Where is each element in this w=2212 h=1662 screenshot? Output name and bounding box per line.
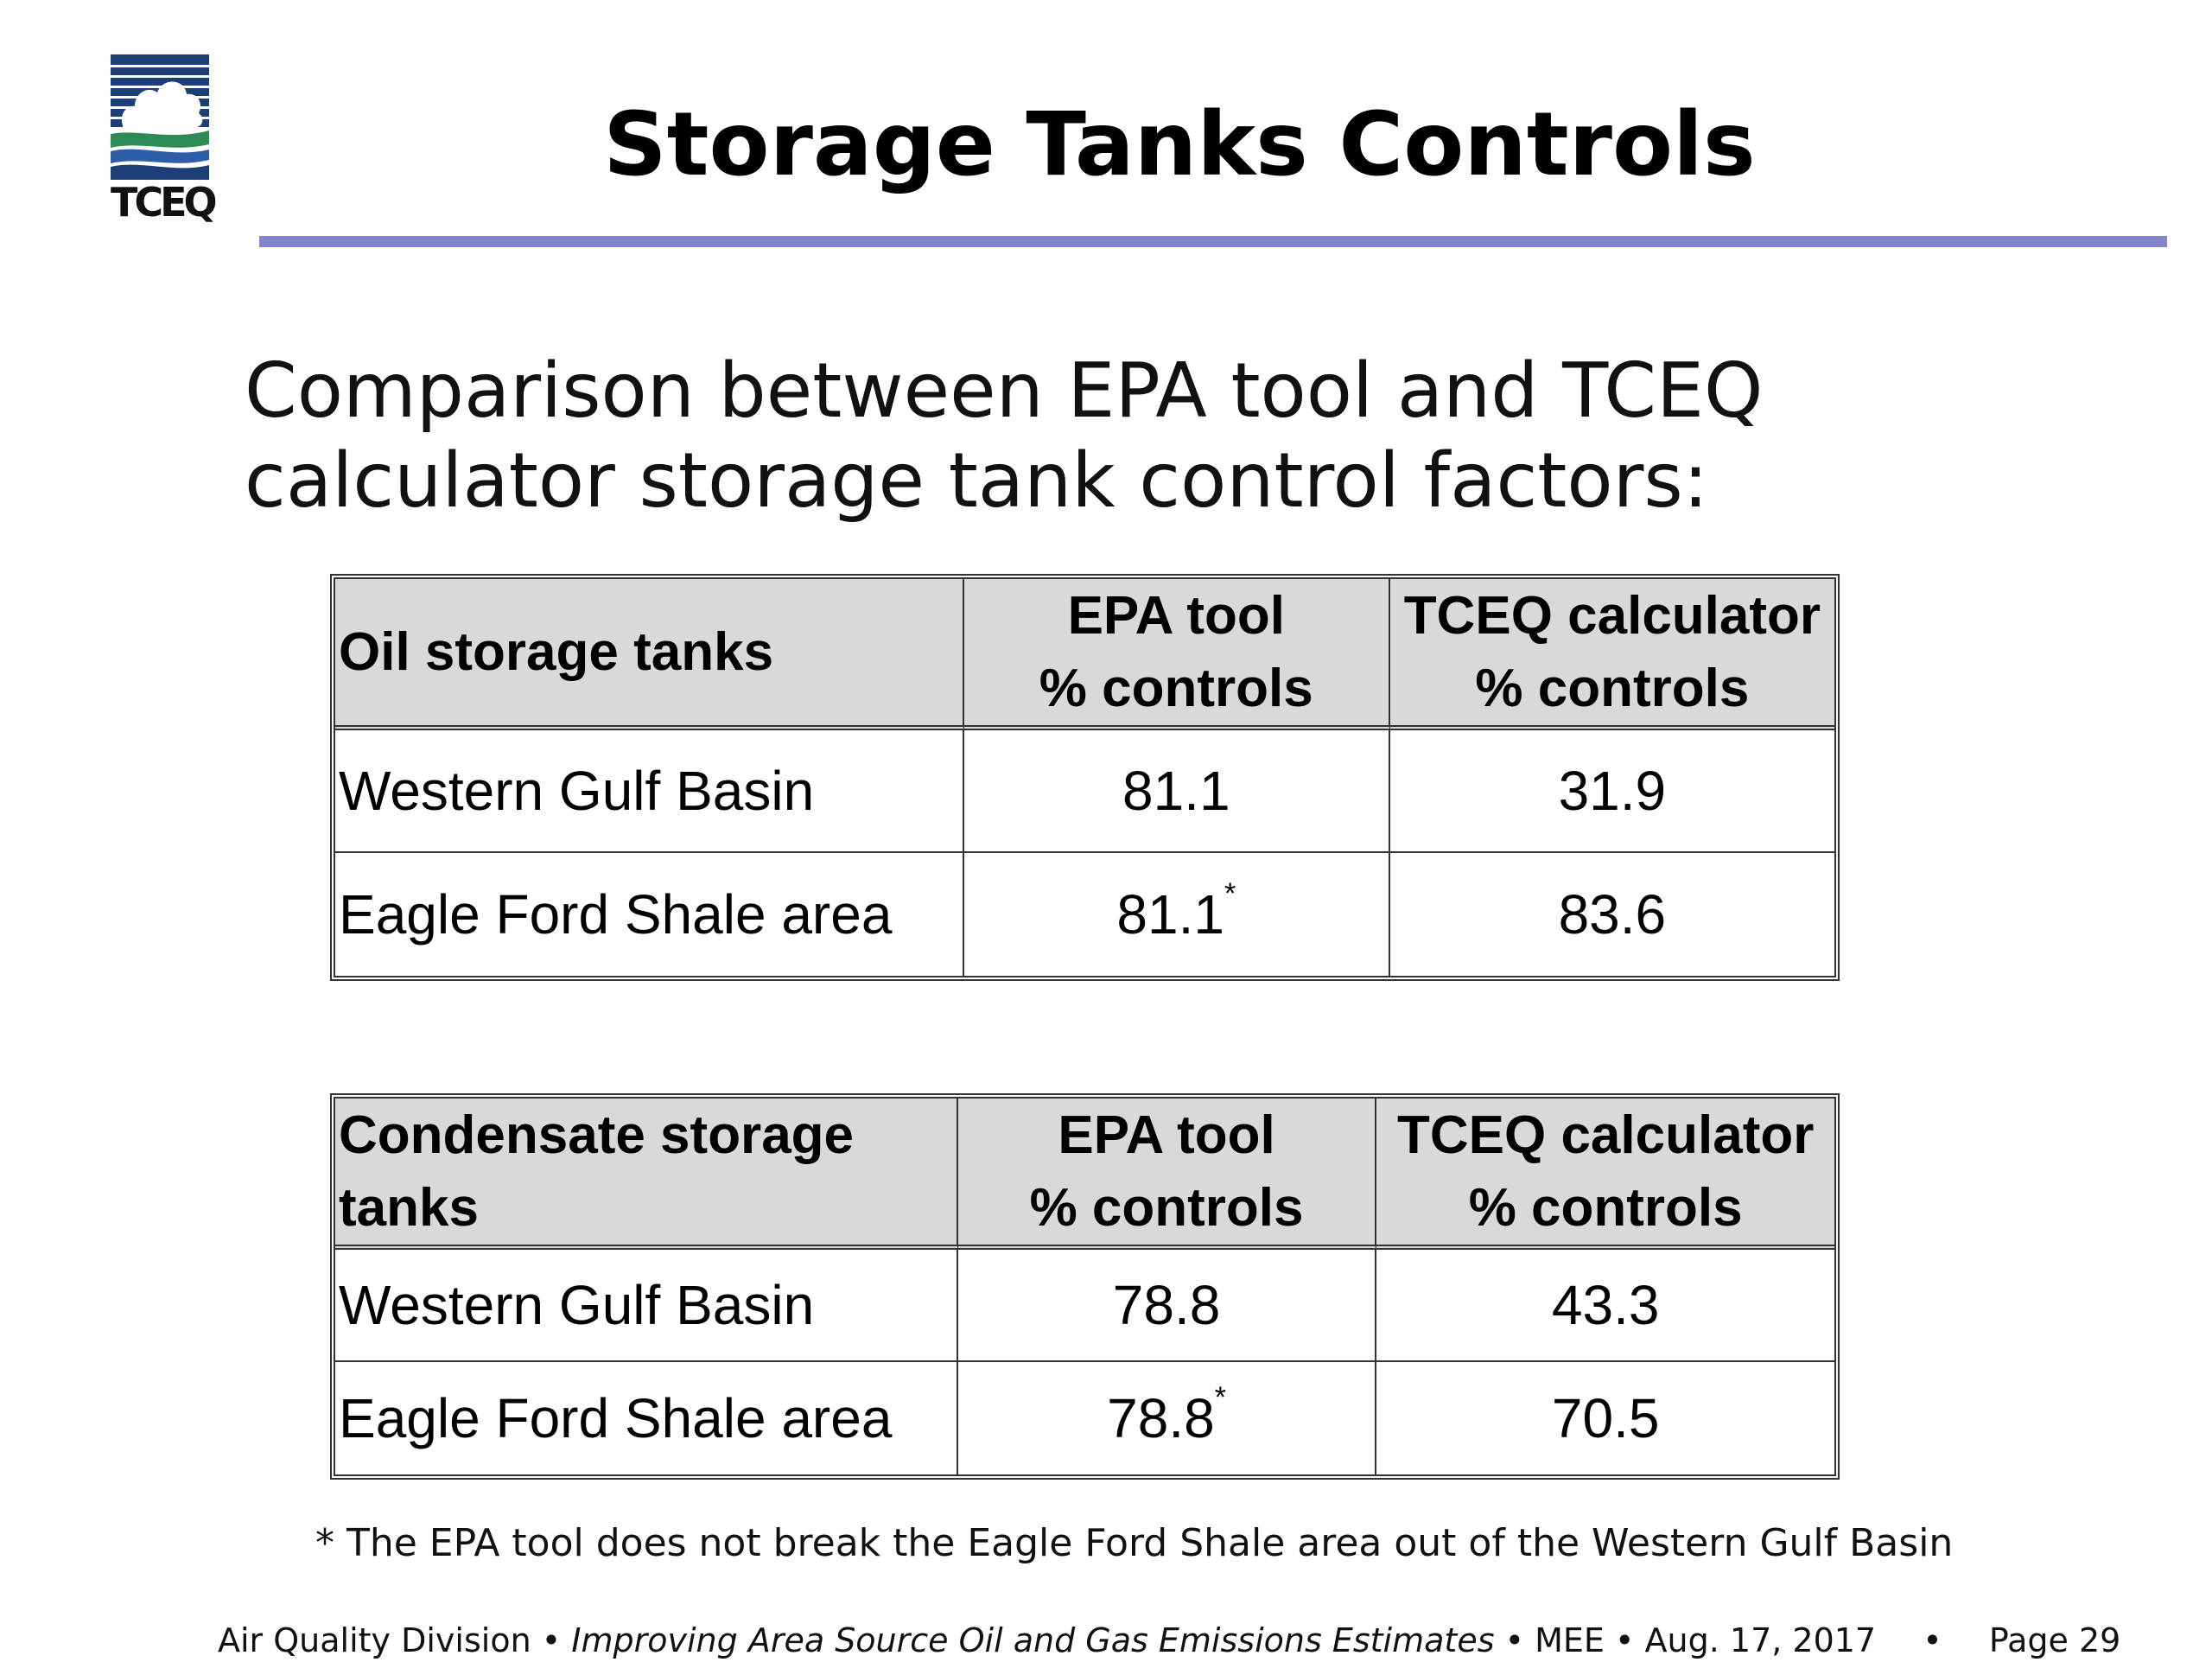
tceq-logo: TCEQ (111, 54, 218, 227)
epa-value-cell: 81.1* (964, 853, 1390, 976)
footer-separator: • (1923, 1621, 1942, 1659)
table-row: Western Gulf Basin 78.8 43.3 (335, 1250, 1834, 1362)
header-oil-storage-tanks: Oil storage tanks (335, 579, 964, 730)
area-cell: Eagle Ford Shale area (335, 853, 964, 976)
footer-date: Aug. 17, 2017 (1644, 1621, 1877, 1659)
footnote: * The EPA tool does not break the Eagle … (315, 1521, 1954, 1565)
footer-event: MEE (1535, 1621, 1605, 1659)
header-line: EPA tool (1058, 1105, 1275, 1165)
epa-value: 78.8 (1107, 1387, 1215, 1449)
page-title: Storage Tanks Controls (603, 93, 1756, 196)
tceq-value-cell: 83.6 (1558, 883, 1667, 946)
epa-value-cell: 81.1 (963, 730, 1390, 853)
table-row: Eagle Ford Shale area 81.1* 83.6 (335, 853, 1834, 976)
header-line: Condensate storage (339, 1105, 855, 1165)
footer-separator: • (1504, 1621, 1525, 1659)
footer-page-number: Page 29 (1988, 1621, 2121, 1659)
header-tceq-calculator: TCEQ calculator % controls (1376, 1098, 1834, 1250)
header-condensate-storage-tanks: Condensate storage tanks (335, 1098, 958, 1250)
header-line: EPA tool (1067, 585, 1285, 646)
header-line: % controls (1039, 658, 1313, 718)
epa-value: 81.1 (1122, 760, 1230, 822)
epa-value: 81.1 (1116, 883, 1224, 946)
table-header-row: Oil storage tanks EPA tool % controls TC… (335, 579, 1834, 730)
oil-storage-table: Oil storage tanks EPA tool % controls TC… (330, 574, 1840, 981)
area-cell: Eagle Ford Shale area (335, 1362, 958, 1474)
tceq-logo-icon (111, 54, 209, 180)
footer-separator: • (1615, 1621, 1635, 1659)
epa-value-cell: 78.8 (957, 1250, 1377, 1362)
footer-presentation-title: Improving Area Source Oil and Gas Emissi… (571, 1621, 1495, 1659)
intro-text: Comparison between EPA tool and TCEQ cal… (245, 346, 2059, 525)
condensate-storage-table: Condensate storage tanks EPA tool % cont… (330, 1093, 1840, 1480)
footer-division: Air Quality Division (218, 1621, 531, 1659)
footer-separator: • (541, 1621, 562, 1659)
table-header-row: Condensate storage tanks EPA tool % cont… (335, 1098, 1834, 1250)
header-epa-tool: EPA tool % controls (957, 1098, 1377, 1250)
table-row: Eagle Ford Shale area 78.8* 70.5 (335, 1362, 1834, 1474)
footnote-marker: * (1224, 877, 1236, 910)
intro-line-1: Comparison between EPA tool and TCEQ (245, 347, 1764, 435)
header-tceq-calculator: TCEQ calculator % controls (1389, 579, 1834, 730)
header-line: Oil storage tanks (339, 621, 774, 682)
slide-footer: Air Quality Division • Improving Area So… (218, 1619, 2120, 1662)
header-epa-tool: EPA tool % controls (963, 579, 1390, 730)
header-line: TCEQ calculator (1403, 585, 1821, 646)
footnote-marker: * (1214, 1381, 1226, 1414)
header-line: % controls (1029, 1177, 1304, 1238)
tceq-value-cell: 70.5 (1551, 1387, 1660, 1449)
epa-value: 78.8 (1112, 1274, 1221, 1336)
header-line: % controls (1475, 658, 1750, 718)
tceq-value-cell: 31.9 (1389, 730, 1834, 853)
area-cell: Western Gulf Basin (335, 1250, 958, 1362)
header-line: % controls (1468, 1177, 1743, 1238)
area-cell: Western Gulf Basin (335, 730, 964, 853)
header-line: TCEQ calculator (1397, 1105, 1815, 1165)
intro-line-2: calculator storage tank control factors: (245, 436, 1709, 525)
title-divider (259, 236, 2167, 247)
table-row: Western Gulf Basin 81.1 31.9 (335, 730, 1834, 853)
header-line: tanks (339, 1177, 479, 1238)
logo-text: TCEQ (111, 179, 218, 226)
epa-value-cell: 78.8* (958, 1362, 1377, 1474)
tceq-value-cell: 43.3 (1376, 1250, 1834, 1362)
